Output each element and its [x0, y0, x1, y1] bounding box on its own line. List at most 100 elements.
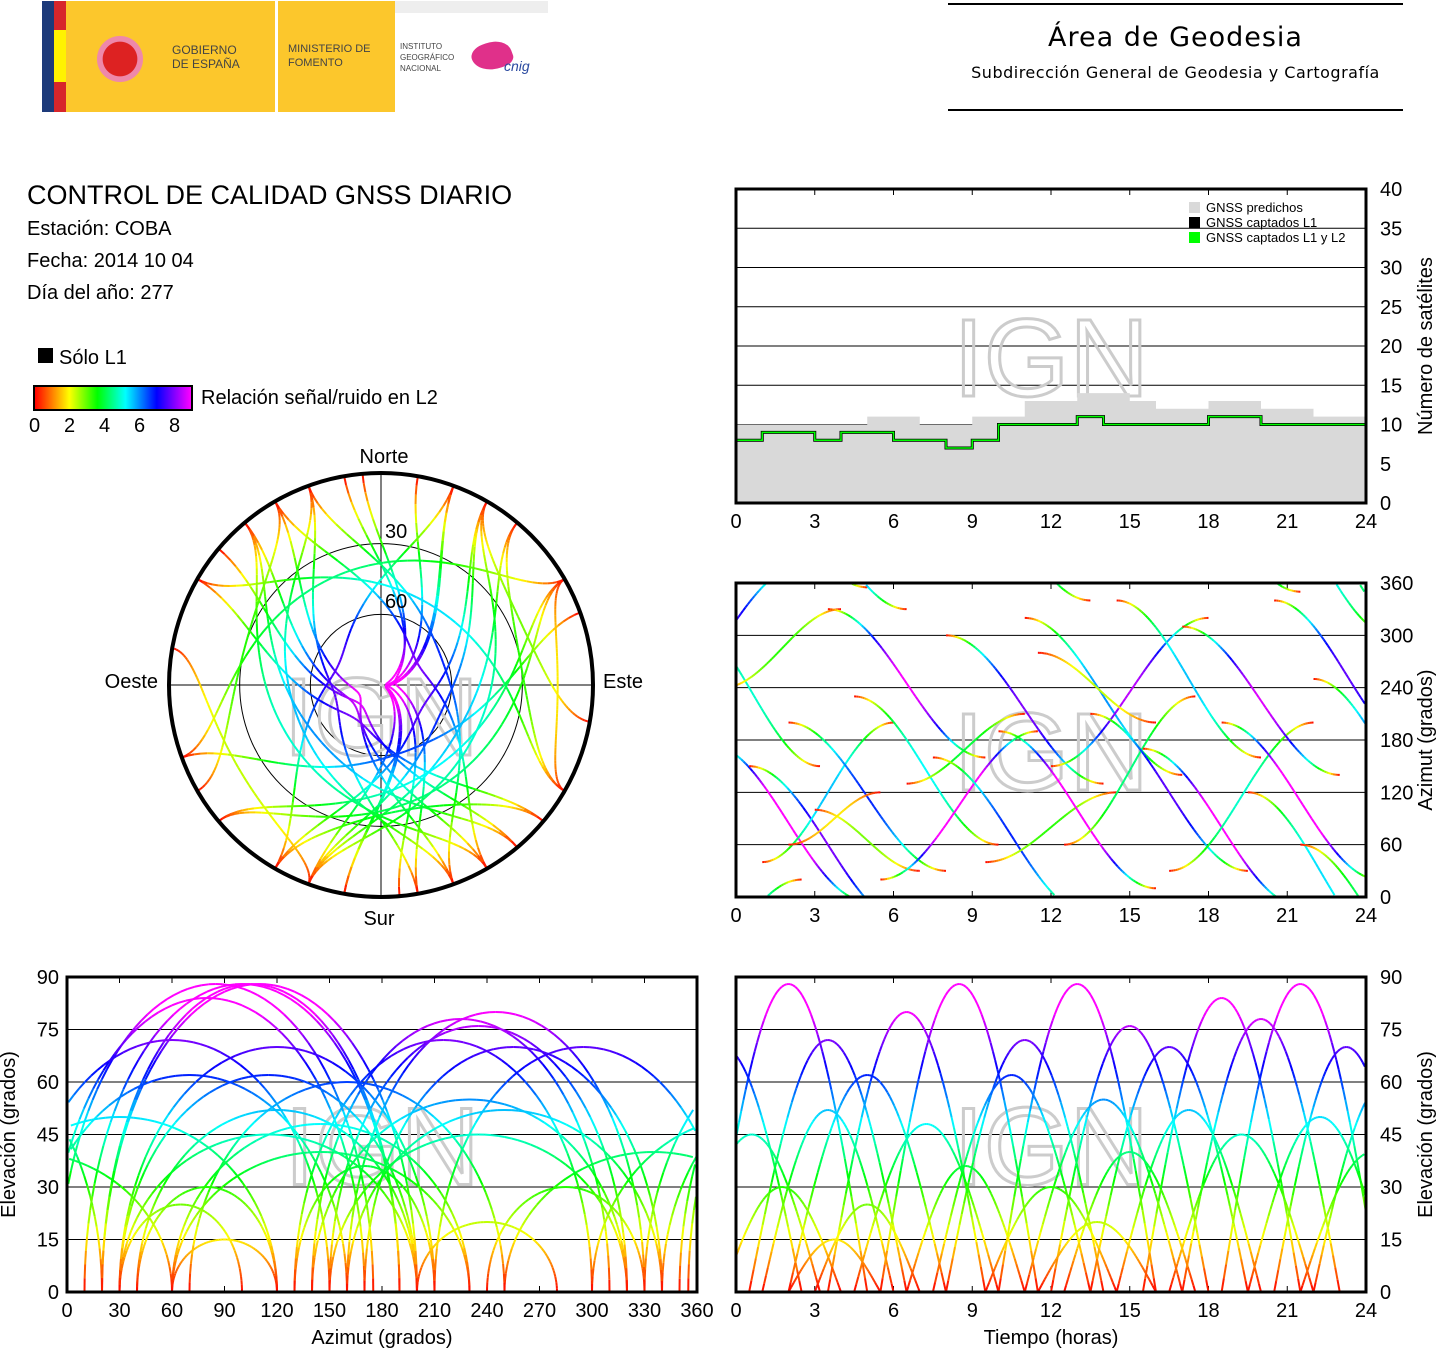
- track-segment: [847, 874, 852, 880]
- track-segment: [1269, 800, 1274, 805]
- track-segment: [185, 1104, 193, 1112]
- track-segment: [780, 852, 784, 856]
- track-segment: [761, 666, 765, 670]
- track-segment: [666, 1224, 671, 1235]
- track-segment: [1268, 889, 1272, 894]
- track-segment: [811, 764, 815, 767]
- track-segment: [1234, 867, 1237, 870]
- track-segment: [981, 792, 986, 797]
- track-segment: [856, 798, 859, 802]
- track-segment: [144, 1237, 148, 1243]
- track-segment: [602, 1048, 611, 1052]
- track-segment: [1021, 733, 1025, 736]
- track-segment: [943, 765, 947, 769]
- track-segment: [1294, 726, 1298, 730]
- track-segment: [1304, 846, 1309, 851]
- track-segment: [586, 1189, 591, 1194]
- track-segment: [459, 1225, 463, 1229]
- track-segment: [865, 629, 870, 633]
- track-segment: [1165, 641, 1170, 646]
- track-segment: [593, 1173, 599, 1185]
- track-segment: [258, 1109, 265, 1113]
- track-segment: [1210, 715, 1215, 720]
- track-segment: [987, 841, 991, 845]
- track-segment: [1051, 891, 1056, 896]
- track-segment: [1275, 742, 1280, 747]
- track-segment: [1074, 595, 1078, 599]
- track-segment: [790, 983, 794, 987]
- track-segment: [782, 740, 786, 744]
- track-segment: [786, 1109, 791, 1119]
- track-segment: [1169, 635, 1174, 640]
- track-segment: [1126, 712, 1130, 715]
- track-segment: [353, 1081, 362, 1084]
- track-segment: [1208, 712, 1213, 717]
- track-segment: [459, 1242, 464, 1250]
- track-segment: [1085, 823, 1090, 828]
- track-segment: [1194, 688, 1198, 694]
- track-segment: [979, 837, 983, 841]
- track-segment: [815, 615, 818, 619]
- track-segment: [1089, 674, 1094, 680]
- track-segment: [185, 1211, 191, 1220]
- track-segment: [918, 1180, 923, 1190]
- track-segment: [928, 776, 931, 779]
- track-segment: [842, 868, 847, 873]
- track-segment: [823, 740, 828, 744]
- track-segment: [1219, 646, 1224, 651]
- track-segment: [183, 1086, 191, 1095]
- track-segment: [828, 1250, 833, 1255]
- track-segment: [1316, 630, 1321, 635]
- track-segment: [1073, 770, 1078, 774]
- track-segment: [797, 756, 802, 760]
- track-segment: [324, 1235, 328, 1248]
- track-segment: [102, 1104, 110, 1112]
- track-segment: [359, 1226, 363, 1240]
- track-segment: [143, 1198, 149, 1206]
- track-segment: [934, 1058, 940, 1066]
- track-segment: [807, 762, 811, 766]
- track-segment: [963, 771, 968, 776]
- track-segment: [755, 765, 759, 769]
- track-segment: [297, 1048, 306, 1052]
- track-segment: [1226, 653, 1231, 658]
- track-segment: [1215, 642, 1219, 646]
- track-segment: [828, 878, 832, 883]
- track-segment: [757, 1235, 762, 1248]
- track-segment: [965, 773, 970, 778]
- track-segment: [970, 741, 974, 745]
- track-segment: [1187, 696, 1191, 699]
- track-segment: [1271, 747, 1276, 752]
- track-segment: [851, 1139, 856, 1146]
- track-segment: [1118, 720, 1123, 725]
- track-segment: [1208, 636, 1213, 640]
- track-segment: [953, 808, 958, 813]
- track-segment: [1288, 588, 1292, 592]
- track-segment: [205, 1241, 209, 1244]
- track-segment: [883, 722, 887, 726]
- track-segment: [216, 1220, 220, 1225]
- track-segment: [992, 807, 997, 813]
- track-segment: [583, 1213, 588, 1226]
- track-segment: [862, 795, 866, 798]
- track-segment: [603, 1215, 609, 1224]
- track-segment: [663, 1243, 667, 1254]
- track-segment: [774, 801, 779, 806]
- track-segment: [833, 816, 837, 820]
- x-tick-label: 18: [1197, 1300, 1219, 1322]
- track-segment: [888, 1096, 893, 1102]
- track-segment: [812, 1020, 817, 1028]
- track-segment: [931, 839, 936, 845]
- track-segment: [1211, 836, 1216, 841]
- track-segment: [1280, 600, 1283, 603]
- track-segment: [1242, 789, 1247, 794]
- track-segment: [1304, 615, 1308, 620]
- track-segment: [1153, 726, 1157, 731]
- area-title: Área de Geodesia: [1048, 22, 1303, 53]
- track-segment: [587, 1235, 591, 1248]
- track-segment: [851, 1069, 856, 1077]
- track-segment: [1215, 855, 1220, 859]
- track-segment: [975, 835, 979, 839]
- track-segment: [904, 737, 909, 742]
